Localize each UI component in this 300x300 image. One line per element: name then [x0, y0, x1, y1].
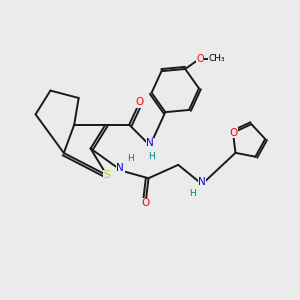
Text: N: N [116, 163, 124, 173]
Text: H: H [189, 189, 196, 198]
Text: O: O [141, 199, 150, 208]
Text: N: N [146, 138, 154, 148]
Text: O: O [136, 98, 144, 107]
Text: N: N [198, 177, 206, 187]
Text: H: H [148, 152, 155, 161]
Text: CH₃: CH₃ [208, 54, 225, 63]
Text: O: O [229, 128, 237, 138]
Text: S: S [103, 170, 110, 180]
Text: H: H [127, 154, 134, 164]
Text: O: O [196, 53, 204, 64]
